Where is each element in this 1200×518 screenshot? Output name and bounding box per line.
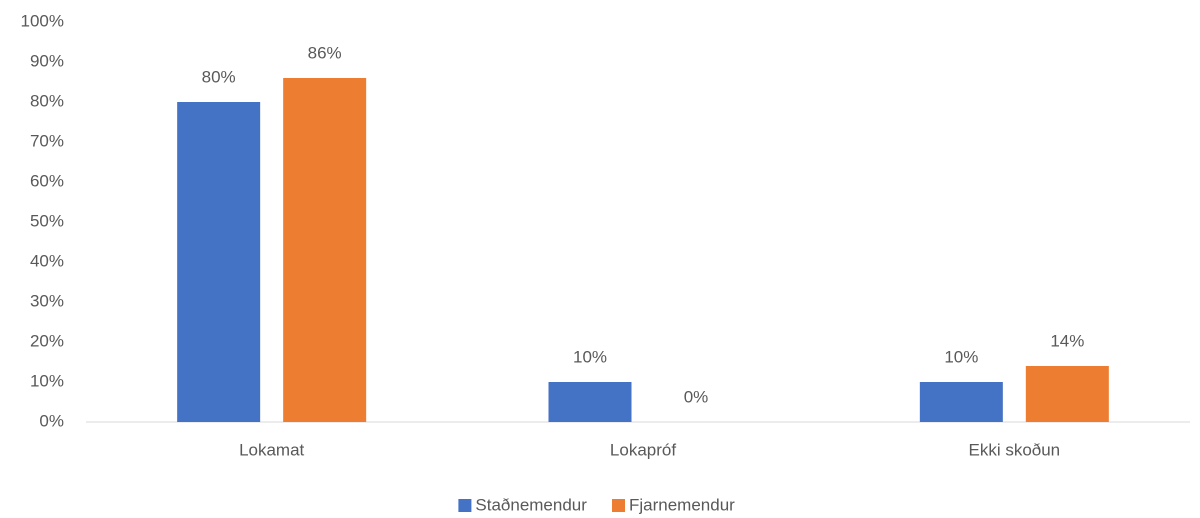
y-tick-label: 0% xyxy=(39,411,64,430)
y-tick-label: 60% xyxy=(30,171,64,190)
data-label: 80% xyxy=(202,67,236,86)
legend-swatch xyxy=(612,499,625,512)
y-tick-label: 90% xyxy=(30,51,64,70)
legend-swatch xyxy=(458,499,472,512)
x-tick-label: Lokamat xyxy=(239,440,304,459)
y-tick-label: 80% xyxy=(30,91,64,110)
y-tick-label: 40% xyxy=(30,251,64,270)
data-label: 0% xyxy=(684,387,709,406)
data-label: 86% xyxy=(308,43,342,62)
legend-label: Staðnemendur xyxy=(475,495,587,514)
x-tick-label: Lokapróf xyxy=(610,440,676,459)
x-tick-label: Ekki skoðun xyxy=(968,440,1060,459)
y-tick-label: 10% xyxy=(30,371,64,390)
data-label: 10% xyxy=(944,347,978,366)
legend-label: Fjarnemendur xyxy=(629,495,735,514)
y-tick-label: 70% xyxy=(30,131,64,150)
data-label: 10% xyxy=(573,347,607,366)
y-tick-label: 20% xyxy=(30,331,64,350)
bar xyxy=(283,78,367,422)
bar xyxy=(919,382,1003,422)
bar xyxy=(1025,366,1109,422)
y-tick-label: 50% xyxy=(30,211,64,230)
y-tick-label: 30% xyxy=(30,291,64,310)
bar xyxy=(177,102,261,422)
y-tick-label: 100% xyxy=(21,11,64,30)
bar xyxy=(548,382,632,422)
data-label: 14% xyxy=(1050,331,1084,350)
